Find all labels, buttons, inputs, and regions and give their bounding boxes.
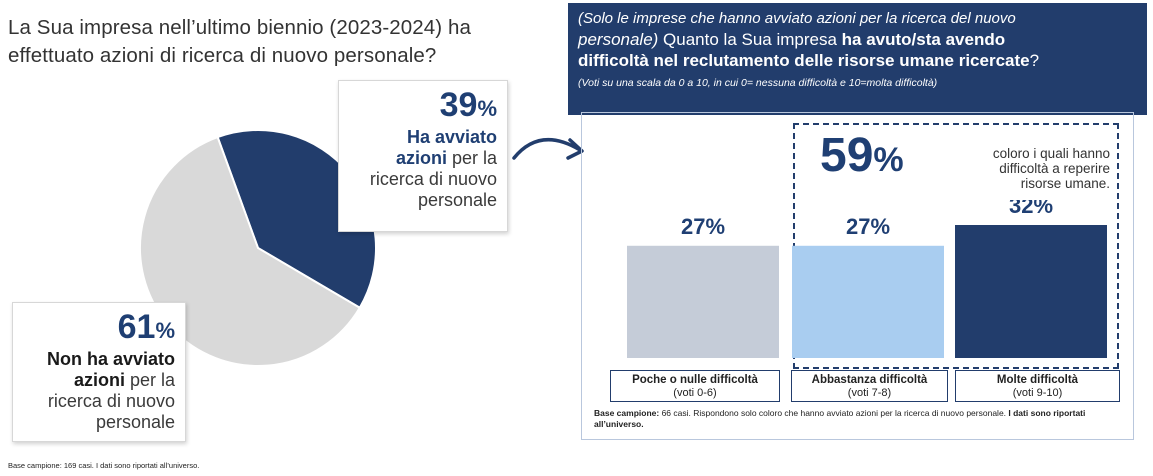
bar-chart-panel — [581, 112, 1134, 440]
pie-chart — [139, 129, 377, 367]
left-question-title: La Sua impresa nell’ultimo biennio (2023… — [8, 14, 568, 70]
right-question-header: (Solo le imprese che hanno avviato azion… — [568, 3, 1147, 115]
bar-chart: 27% 27% 32% — [627, 200, 1107, 358]
highlight-note: coloro i quali hanno difficoltà a reperi… — [940, 146, 1110, 191]
callout-no-pct: 61% — [13, 309, 175, 349]
callout-no: 61% Non ha avviato azioni per la ricerca… — [12, 302, 186, 442]
right-base-bold: Base campione: — [594, 408, 660, 418]
highlight-pct-sign: % — [873, 141, 904, 179]
highlight-note-line3: risorse umane. — [1020, 176, 1110, 191]
category-name-3: Molte difficoltà — [996, 374, 1079, 386]
callout-no-pct-sign: % — [155, 318, 175, 343]
callout-no-pct-num: 61 — [117, 308, 156, 346]
header-q-bold1: ha avuto/sta avendo — [841, 30, 1006, 49]
bar-1 — [627, 245, 779, 358]
callout-yes-bold2: azioni — [395, 148, 447, 168]
header-sub-line1: (Solo le imprese che hanno avviato azion… — [578, 10, 1016, 27]
highlight-note-line1: coloro i quali hanno — [992, 146, 1110, 161]
category-label-3: Molte difficoltà (voti 9-10) — [955, 370, 1120, 402]
highlight-pct: 59% — [820, 128, 904, 188]
callout-no-rest2: ricerca di nuovo — [47, 391, 175, 411]
header-q-bold2: difficoltà nel reclutamento delle risors… — [578, 51, 1030, 70]
category-sublabel-2: (voti 7-8) — [847, 387, 892, 399]
callout-no-text: Non ha avviato azioni per la ricerca di … — [13, 349, 175, 433]
category-sublabel-1: (voti 0-6) — [673, 387, 717, 399]
callout-yes: 39% Ha avviato azioni per la ricerca di … — [338, 80, 508, 232]
callout-yes-bold1: Ha avviato — [406, 127, 497, 147]
callout-yes-pct-num: 39 — [439, 86, 478, 124]
callout-yes-pct: 39% — [339, 87, 497, 127]
header-sub-line2: personale) — [578, 30, 659, 49]
bar-value-label-2: 27% — [846, 214, 890, 239]
callout-no-bold1: Non ha avviato — [46, 349, 175, 369]
curved-arrow-icon — [512, 137, 584, 160]
header-question: personale) Quanto la Sua impresa ha avut… — [578, 29, 1137, 71]
callout-no-bold2: azioni — [73, 370, 125, 390]
callout-no-rest3: personale — [95, 412, 175, 432]
category-sublabel-3: (voti 9-10) — [1012, 387, 1063, 399]
right-base-text: 66 casi. Rispondono solo coloro che hann… — [659, 408, 1009, 418]
callout-no-rest1: per la — [124, 370, 175, 390]
category-name-1: Poche o nulle difficoltà — [632, 374, 758, 386]
header-q-end: ? — [1029, 51, 1040, 70]
header-q-part1: Quanto la Sua impresa — [658, 30, 842, 49]
category-name-2: Abbastanza difficoltà — [811, 374, 928, 386]
bar-value-label-3: 32% — [1009, 200, 1053, 218]
header-scale-note: (Voti su una scala da 0 a 10, in cui 0= … — [578, 77, 938, 89]
bar-2 — [792, 245, 944, 358]
category-label-2: Abbastanza difficoltà (voti 7-8) — [791, 370, 948, 402]
category-label-1: Poche o nulle difficoltà (voti 0-6) — [610, 370, 780, 402]
right-base-note: Base campione: 66 casi. Rispondono solo … — [594, 408, 1124, 430]
left-base-note: Base campione: 169 casi. I dati sono rip… — [8, 461, 200, 470]
callout-yes-rest1: per la — [446, 148, 497, 168]
highlight-note-line2: difficoltà a reperire — [999, 161, 1110, 176]
left-title-line2: effettuato azioni di ricerca di nuovo pe… — [8, 44, 437, 67]
callout-yes-pct-sign: % — [477, 96, 497, 121]
highlight-pct-num: 59 — [820, 129, 874, 182]
bar-value-label-1: 27% — [681, 214, 725, 239]
right-base-bold2: I dati sono riportati all’universo. — [594, 408, 1086, 429]
callout-yes-rest2: ricerca di nuovo — [369, 169, 497, 189]
bar-3 — [955, 225, 1107, 358]
callout-yes-text: Ha avviato azioni per la ricerca di nuov… — [339, 127, 497, 211]
left-title-line1: La Sua impresa nell’ultimo biennio (2023… — [8, 16, 472, 39]
callout-yes-rest3: personale — [417, 190, 497, 210]
